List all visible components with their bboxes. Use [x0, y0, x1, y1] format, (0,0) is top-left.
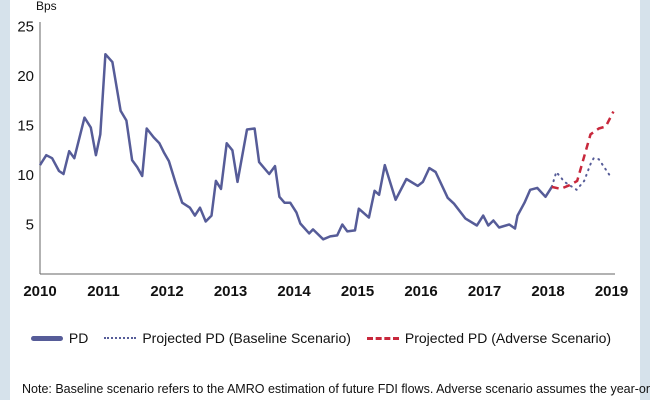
y-axis-label: Bps — [36, 0, 57, 13]
adverse-projection-line — [551, 111, 615, 191]
x-tick-label: 2014 — [277, 283, 311, 300]
pd-line-chart: Bps 5 10 15 20 25 2010 2011 2012 2013 2014 2015 20… — [17, 0, 628, 300]
legend-item-pd: PD — [30, 330, 89, 346]
pd-series-line — [38, 52, 553, 241]
y-tick-label: 25 — [17, 19, 34, 36]
legend-label-pd: PD — [68, 330, 89, 346]
chart-legend: PD Projected PD (Baseline Scenario) Proj… — [0, 330, 650, 346]
chart-note: Note: Baseline scenario refers to the AM… — [22, 382, 650, 396]
solid-line-swatch-icon — [30, 335, 63, 341]
x-tick-label: 2016 — [404, 283, 437, 300]
x-tick-label: 2017 — [468, 283, 501, 300]
legend-label-baseline: Projected PD (Baseline Scenario) — [142, 330, 351, 346]
dotted-line-swatch-icon — [104, 337, 137, 339]
right-border-panel — [640, 0, 650, 400]
x-tick-label: 2011 — [87, 283, 120, 300]
left-border-panel — [0, 0, 10, 400]
y-tick-label: 10 — [17, 167, 34, 184]
legend-item-baseline: Projected PD (Baseline Scenario) — [104, 330, 351, 346]
x-tick-label: 2015 — [341, 283, 374, 300]
x-tick-label: 2019 — [595, 283, 628, 300]
x-tick-label: 2018 — [531, 283, 564, 300]
x-tick-label: 2012 — [150, 283, 183, 300]
y-tick-label: 5 — [26, 217, 34, 234]
legend-item-adverse: Projected PD (Adverse Scenario) — [366, 330, 612, 346]
x-tick-label: 2010 — [23, 283, 56, 300]
y-tick-label: 20 — [17, 68, 34, 85]
dashed-line-swatch-icon — [366, 336, 399, 340]
x-tick-label: 2013 — [214, 283, 247, 300]
baseline-projection-line — [550, 157, 613, 191]
legend-label-adverse: Projected PD (Adverse Scenario) — [404, 330, 612, 346]
y-tick-label: 15 — [17, 118, 34, 135]
